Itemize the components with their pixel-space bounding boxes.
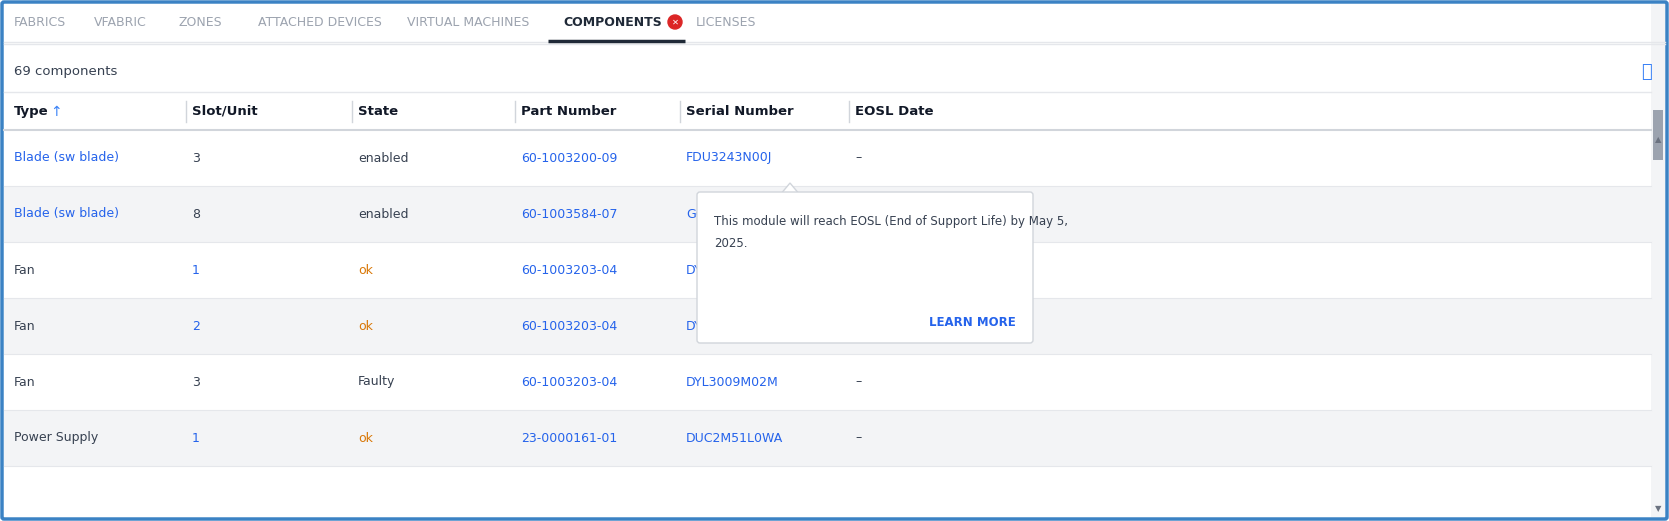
Text: Part Number: Part Number	[521, 105, 616, 118]
Bar	[3, 186, 1651, 242]
Text: –: –	[855, 376, 861, 389]
Text: VFABRIC: VFABRIC	[93, 16, 147, 29]
Text: GQV9247LL1B: GQV9247LL1B	[686, 207, 776, 220]
Bar	[3, 4, 1666, 42]
Bar	[3, 298, 1651, 354]
Text: LEARN MORE: LEARN MORE	[930, 316, 1016, 329]
Bar	[1651, 4, 1666, 517]
Text: ✕: ✕	[671, 18, 679, 27]
Text: DY…: DY…	[686, 264, 714, 277]
Text: Power Supply: Power Supply	[13, 431, 98, 444]
Circle shape	[668, 15, 683, 29]
Bar	[3, 242, 1651, 298]
Bar	[3, 130, 1651, 186]
Text: Blade (sw blade): Blade (sw blade)	[13, 207, 118, 220]
Text: ATTACHED DEVICES: ATTACHED DEVICES	[259, 16, 382, 29]
Text: 2025.: 2025.	[714, 237, 748, 250]
Text: 60-1003584-07: 60-1003584-07	[521, 207, 618, 220]
Text: VIRTUAL MACHINES: VIRTUAL MACHINES	[407, 16, 529, 29]
Text: enabled: enabled	[357, 207, 409, 220]
Text: FDU3243N00J: FDU3243N00J	[686, 152, 773, 165]
Text: FABRICS: FABRICS	[13, 16, 67, 29]
Text: Slot/Unit: Slot/Unit	[192, 105, 257, 118]
Text: Fan: Fan	[13, 319, 35, 332]
Bar	[3, 93, 1651, 130]
Text: DYL3009M02M: DYL3009M02M	[686, 376, 779, 389]
Text: 60-1003203-04: 60-1003203-04	[521, 264, 618, 277]
Text: 8: 8	[192, 207, 200, 220]
Text: 2: 2	[192, 319, 200, 332]
Text: May 5, 2025: May 5, 2025	[875, 207, 953, 220]
Text: 23-0000161-01: 23-0000161-01	[521, 431, 618, 444]
Text: COMPONENTS: COMPONENTS	[564, 16, 663, 29]
Text: Fan: Fan	[13, 376, 35, 389]
Bar	[1652, 110, 1662, 160]
Text: Serial Number: Serial Number	[686, 105, 794, 118]
Text: 60-1003200-09: 60-1003200-09	[521, 152, 618, 165]
Text: ok: ok	[357, 431, 372, 444]
Text: State: State	[357, 105, 399, 118]
Text: 60-1003203-04: 60-1003203-04	[521, 376, 618, 389]
Text: Blade (sw blade): Blade (sw blade)	[13, 152, 118, 165]
Text: 1: 1	[192, 431, 200, 444]
Text: This module will reach EOSL (End of Support Life) by May 5,: This module will reach EOSL (End of Supp…	[714, 215, 1068, 228]
Text: DUC2M51L0WA: DUC2M51L0WA	[686, 431, 783, 444]
Polygon shape	[779, 183, 799, 195]
Text: ok: ok	[357, 264, 372, 277]
Text: –: –	[855, 152, 861, 165]
Text: ⎘: ⎘	[1642, 63, 1652, 81]
Text: DY…: DY…	[686, 319, 714, 332]
Text: 60-1003203-04: 60-1003203-04	[521, 319, 618, 332]
Text: –: –	[855, 431, 861, 444]
Text: ZONES: ZONES	[179, 16, 222, 29]
Text: ↑: ↑	[50, 105, 62, 118]
Text: enabled: enabled	[357, 152, 409, 165]
Bar	[3, 354, 1651, 410]
Text: 69 components: 69 components	[13, 66, 117, 79]
Text: ▲: ▲	[1654, 135, 1661, 144]
Text: 3: 3	[192, 152, 200, 165]
Text: EOSL Date: EOSL Date	[855, 105, 933, 118]
Bar	[3, 410, 1651, 466]
Text: ✕: ✕	[860, 209, 865, 218]
Text: ▼: ▼	[1654, 504, 1661, 514]
Text: 1: 1	[192, 264, 200, 277]
Text: LICENSES: LICENSES	[696, 16, 756, 29]
Text: Faulty: Faulty	[357, 376, 396, 389]
FancyBboxPatch shape	[698, 192, 1033, 343]
Text: ok: ok	[357, 319, 372, 332]
Text: 3: 3	[192, 376, 200, 389]
Circle shape	[855, 207, 870, 221]
Text: Fan: Fan	[13, 264, 35, 277]
Text: Type: Type	[13, 105, 48, 118]
